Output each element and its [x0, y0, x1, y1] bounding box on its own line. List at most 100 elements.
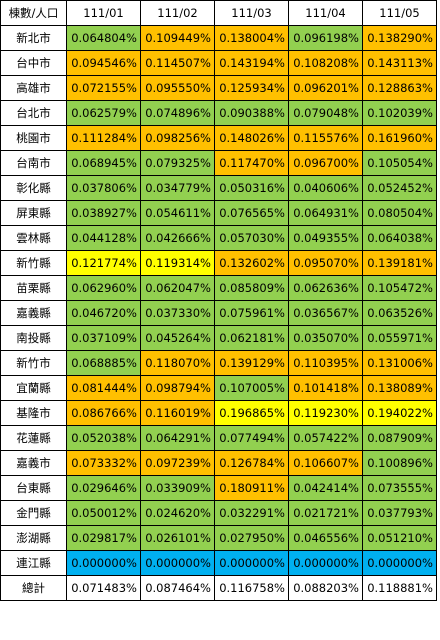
value-cell: 0.000000%: [362, 550, 437, 576]
value-cell: 0.117470%: [214, 150, 289, 176]
value-cell: 0.088203%: [288, 575, 363, 601]
value-cell: 0.095070%: [288, 250, 363, 276]
value-cell: 0.052038%: [66, 425, 141, 451]
value-cell: 0.085809%: [214, 275, 289, 301]
column-header: 111/03: [214, 0, 289, 26]
value-cell: 0.194022%: [362, 400, 437, 426]
table-row: 台北市 0.062579% 0.074896% 0.090388% 0.079048% 0…: [0, 100, 437, 126]
value-cell: 0.087464%: [140, 575, 215, 601]
total-row: 總計 0.071483% 0.087464% 0.116758% 0.088203% 0.…: [0, 575, 437, 601]
value-cell: 0.101418%: [288, 375, 363, 401]
value-cell: 0.138290%: [362, 25, 437, 51]
value-cell: 0.038927%: [66, 200, 141, 226]
value-cell: 0.032291%: [214, 500, 289, 526]
value-cell: 0.096198%: [288, 25, 363, 51]
table-row: 新北市 0.064804% 0.109449% 0.138004% 0.096198% 0…: [0, 25, 437, 51]
value-cell: 0.075961%: [214, 300, 289, 326]
value-cell: 0.051210%: [362, 525, 437, 551]
value-cell: 0.027950%: [214, 525, 289, 551]
region-name: 苗栗縣: [0, 275, 67, 301]
header-row: 棟數/人口 111/01 111/02 111/03 111/04 111/05: [0, 0, 437, 26]
column-header: 111/02: [140, 0, 215, 26]
value-cell: 0.029817%: [66, 525, 141, 551]
table-body: 新北市 0.064804% 0.109449% 0.138004% 0.096198% 0…: [0, 25, 437, 601]
value-cell: 0.111284%: [66, 125, 141, 151]
value-cell: 0.131006%: [362, 350, 437, 376]
value-cell: 0.055971%: [362, 325, 437, 351]
table-row: 宜蘭縣 0.081444% 0.098794% 0.107005% 0.101418% 0…: [0, 375, 437, 401]
value-cell: 0.062960%: [66, 275, 141, 301]
value-cell: 0.109449%: [140, 25, 215, 51]
value-cell: 0.035070%: [288, 325, 363, 351]
value-cell: 0.121774%: [66, 250, 141, 276]
table-row: 台中市 0.094546% 0.114507% 0.143194% 0.108208% 0…: [0, 50, 437, 76]
table-row: 花蓮縣 0.052038% 0.064291% 0.077494% 0.057422% 0…: [0, 425, 437, 451]
value-cell: 0.057422%: [288, 425, 363, 451]
table-row: 嘉義縣 0.046720% 0.037330% 0.075961% 0.036567% 0…: [0, 300, 437, 326]
value-cell: 0.040606%: [288, 175, 363, 201]
value-cell: 0.077494%: [214, 425, 289, 451]
value-cell: 0.037109%: [66, 325, 141, 351]
table-row: 連江縣 0.000000% 0.000000% 0.000000% 0.000000% 0…: [0, 550, 437, 576]
region-name: 嘉義市: [0, 450, 67, 476]
table-row: 金門縣 0.050012% 0.024620% 0.032291% 0.021721% 0…: [0, 500, 437, 526]
value-cell: 0.024620%: [140, 500, 215, 526]
table-row: 彰化縣 0.037806% 0.034779% 0.050316% 0.040606% 0…: [0, 175, 437, 201]
value-cell: 0.118881%: [362, 575, 437, 601]
region-name: 金門縣: [0, 500, 67, 526]
region-name: 彰化縣: [0, 175, 67, 201]
value-cell: 0.000000%: [140, 550, 215, 576]
value-cell: 0.079048%: [288, 100, 363, 126]
value-cell: 0.119314%: [140, 250, 215, 276]
region-name: 花蓮縣: [0, 425, 67, 451]
value-cell: 0.036567%: [288, 300, 363, 326]
value-cell: 0.062636%: [288, 275, 363, 301]
table-row: 基隆市 0.086766% 0.116019% 0.196865% 0.119230% 0…: [0, 400, 437, 426]
region-name: 雲林縣: [0, 225, 67, 251]
value-cell: 0.081444%: [66, 375, 141, 401]
value-cell: 0.098794%: [140, 375, 215, 401]
value-cell: 0.139181%: [362, 250, 437, 276]
value-cell: 0.050316%: [214, 175, 289, 201]
value-cell: 0.000000%: [66, 550, 141, 576]
value-cell: 0.052452%: [362, 175, 437, 201]
value-cell: 0.049355%: [288, 225, 363, 251]
value-cell: 0.076565%: [214, 200, 289, 226]
table-row: 屏東縣 0.038927% 0.054611% 0.076565% 0.064931% 0…: [0, 200, 437, 226]
value-cell: 0.114507%: [140, 50, 215, 76]
value-cell: 0.046556%: [288, 525, 363, 551]
table-row: 新竹市 0.068885% 0.118070% 0.139129% 0.110395% 0…: [0, 350, 437, 376]
value-cell: 0.037330%: [140, 300, 215, 326]
value-cell: 0.062579%: [66, 100, 141, 126]
region-name: 高雄市: [0, 75, 67, 101]
region-name: 基隆市: [0, 400, 67, 426]
ratio-table: 棟數/人口 111/01 111/02 111/03 111/04 111/05…: [0, 0, 437, 601]
value-cell: 0.064804%: [66, 25, 141, 51]
value-cell: 0.071483%: [66, 575, 141, 601]
value-cell: 0.096700%: [288, 150, 363, 176]
value-cell: 0.138089%: [362, 375, 437, 401]
region-name: 桃園市: [0, 125, 67, 151]
value-cell: 0.102039%: [362, 100, 437, 126]
value-cell: 0.128863%: [362, 75, 437, 101]
region-name: 新北市: [0, 25, 67, 51]
table-row: 雲林縣 0.044128% 0.042666% 0.057030% 0.049355% 0…: [0, 225, 437, 251]
table-row: 南投縣 0.037109% 0.045264% 0.062181% 0.035070% 0…: [0, 325, 437, 351]
value-cell: 0.064038%: [362, 225, 437, 251]
value-cell: 0.045264%: [140, 325, 215, 351]
value-cell: 0.064291%: [140, 425, 215, 451]
value-cell: 0.094546%: [66, 50, 141, 76]
value-cell: 0.042666%: [140, 225, 215, 251]
value-cell: 0.098256%: [140, 125, 215, 151]
value-cell: 0.108208%: [288, 50, 363, 76]
corner-label: 棟數/人口: [0, 0, 67, 26]
value-cell: 0.064931%: [288, 200, 363, 226]
value-cell: 0.105472%: [362, 275, 437, 301]
value-cell: 0.116758%: [214, 575, 289, 601]
region-name: 新竹縣: [0, 250, 67, 276]
value-cell: 0.057030%: [214, 225, 289, 251]
value-cell: 0.132602%: [214, 250, 289, 276]
value-cell: 0.037793%: [362, 500, 437, 526]
value-cell: 0.050012%: [66, 500, 141, 526]
value-cell: 0.110395%: [288, 350, 363, 376]
